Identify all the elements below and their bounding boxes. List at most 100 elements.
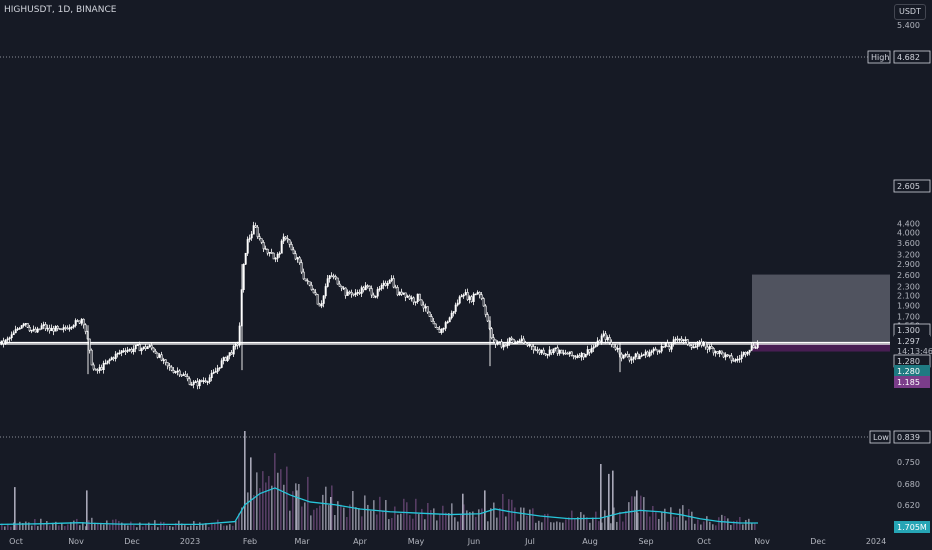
candle-body: [32, 328, 35, 331]
volume-bar: [631, 496, 633, 530]
candle-body: [248, 237, 251, 240]
volume-bar: [46, 521, 48, 530]
volume-bar: [61, 523, 63, 530]
volume-badge: 1.705M: [897, 523, 927, 532]
volume-bar: [376, 514, 378, 530]
volume-bar: [334, 515, 336, 530]
volume-bar: [82, 522, 84, 530]
volume-bar: [730, 524, 732, 530]
volume-bar: [268, 476, 270, 530]
price-tick-label: 1.900: [897, 301, 920, 310]
candle-body: [292, 249, 295, 255]
stop-badge-bg: [894, 376, 930, 388]
candle-body: [698, 341, 701, 344]
volume-bar: [538, 520, 540, 530]
candle-body: [258, 236, 261, 240]
volume-bar: [199, 522, 201, 530]
candle-body: [506, 341, 509, 346]
candle-body: [420, 299, 423, 306]
candle-body: [426, 306, 429, 313]
candle-body: [632, 356, 635, 360]
candle-body: [730, 355, 733, 361]
price-tick-label: 3.200: [897, 250, 920, 259]
price-tick-label: 2.900: [897, 260, 920, 269]
volume-bar: [79, 525, 81, 530]
candle-body: [464, 292, 467, 296]
candle-body: [360, 287, 363, 294]
candle-body: [604, 333, 607, 340]
candle-body: [68, 327, 71, 330]
candle-body: [168, 365, 171, 368]
candle-body: [308, 281, 311, 286]
volume-bar: [235, 520, 237, 530]
candle-body: [118, 352, 121, 355]
candle-body: [586, 349, 589, 355]
candle-body: [638, 355, 641, 360]
candle-body: [432, 320, 435, 325]
volume-spike: [612, 470, 614, 530]
volume-bar: [721, 514, 723, 530]
volume-bar: [652, 505, 654, 530]
candle-body: [214, 371, 217, 373]
candle-body: [350, 292, 353, 295]
last-price-badge: 1.297: [897, 337, 920, 346]
candle-body: [144, 346, 147, 350]
candle-body: [102, 362, 105, 371]
volume-bar: [310, 515, 312, 530]
volume-bar: [754, 523, 756, 530]
candle-body: [4, 339, 7, 344]
candle-body: [546, 354, 549, 356]
candle-body: [734, 358, 737, 362]
volume-bar: [181, 523, 183, 530]
candle-body: [518, 340, 521, 343]
candle-body: [94, 368, 97, 371]
candle-body: [60, 328, 63, 331]
countdown-badge: 14:13:46: [897, 347, 932, 356]
volume-bar: [676, 517, 678, 530]
volume-bar: [613, 507, 615, 530]
volume-bar: [247, 492, 249, 530]
volume-bar: [154, 520, 156, 530]
candle-body: [206, 381, 209, 383]
candle-body: [378, 288, 381, 290]
volume-bar: [379, 496, 381, 530]
volume-bar: [133, 525, 135, 530]
candle-body: [664, 342, 667, 347]
volume-bar: [529, 509, 531, 530]
volume-bar: [10, 526, 12, 530]
candle-body: [160, 354, 163, 361]
candle-body: [396, 287, 399, 296]
volume-bar: [367, 504, 369, 530]
candle-body: [6, 338, 9, 341]
candle-body: [642, 354, 645, 356]
volume-bar: [4, 526, 6, 530]
candle-body: [670, 343, 673, 350]
candle-body: [566, 352, 569, 355]
volume-bar: [292, 491, 294, 530]
volume-bar: [598, 521, 600, 530]
candle-body: [260, 238, 263, 243]
price-tick-label: 0.680: [897, 480, 920, 489]
volume-bar: [52, 522, 54, 530]
candle-body: [114, 353, 117, 359]
currency-button[interactable]: USDT: [894, 4, 926, 20]
volume-bar: [679, 508, 681, 530]
candle-body: [20, 325, 23, 329]
volume-bar: [223, 525, 225, 530]
volume-bar: [682, 505, 684, 530]
candle-body: [208, 377, 211, 382]
time-tick-label: Apr: [353, 537, 368, 546]
candle-body: [92, 364, 95, 370]
volume-bar: [166, 525, 168, 530]
candle-body: [376, 289, 379, 297]
current-badge: 1.300: [897, 326, 920, 335]
candle-body: [520, 338, 523, 342]
volume-bar: [118, 520, 120, 530]
candle-body: [478, 292, 481, 296]
volume-bar: [658, 518, 660, 530]
candle-body: [636, 353, 639, 360]
candle-body: [516, 341, 519, 344]
volume-bar: [313, 509, 315, 530]
volume-bar: [418, 514, 420, 530]
